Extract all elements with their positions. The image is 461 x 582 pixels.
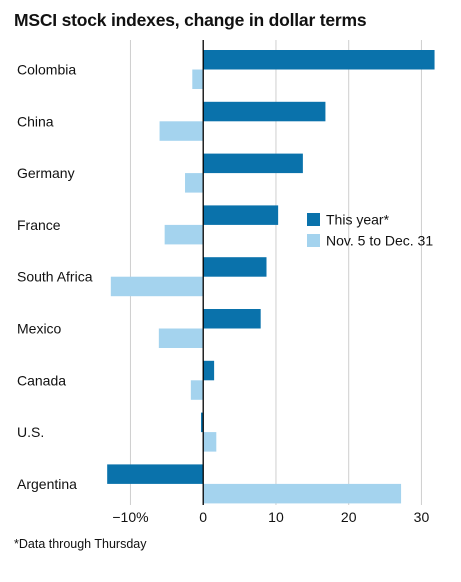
bar-south-africa-this-year [203,257,267,277]
bar-china-this-year [203,101,326,122]
x-tick-label-0: 0 [199,509,207,525]
chart-title: MSCI stock indexes, change in dollar ter… [14,10,367,30]
grid-lines [129,40,422,505]
bar-colombia-nov5-dec31 [192,69,204,89]
x-tick-label-30: 30 [414,509,430,525]
bar-canada-nov5-dec31 [190,380,204,400]
bar-south-africa-nov5-dec31 [110,276,204,297]
bar-germany-this-year [203,153,303,174]
category-label-u-s: U.S. [17,424,44,440]
legend: This year* Nov. 5 to Dec. 31 [307,212,433,249]
category-label-germany: Germany [17,165,75,181]
x-tick-label-10: 10 [268,509,284,525]
category-label-argentina: Argentina [17,476,77,492]
legend-label-this-year: This year* [326,212,390,228]
category-labels: Colombia China Germany France South Africa Me… [17,62,93,492]
bar-germany-nov5-dec31 [185,173,204,193]
bar-argentina-this-year [107,464,204,484]
bar-mexico-nov5-dec31 [158,328,204,348]
bar-u-s-nov5-dec31 [203,432,217,452]
x-tick-label-20: 20 [341,509,357,525]
bar-canada-this-year [203,360,215,381]
footnote: *Data through Thursday [14,537,147,551]
bar-mexico-this-year [203,309,261,329]
bars [107,50,435,504]
category-label-canada: Canada [17,372,66,388]
category-label-france: France [17,217,61,233]
category-label-china: China [17,113,54,129]
bar-france-nov5-dec31 [164,224,204,245]
legend-label-nov5-dec31: Nov. 5 to Dec. 31 [326,233,433,249]
bar-u-s-this-year [201,412,204,433]
x-tick-labels: −10% 0 10 20 30 [112,509,429,525]
category-label-colombia: Colombia [17,62,76,78]
bar-france-this-year [203,205,279,225]
category-label-south-africa: South Africa [17,269,93,285]
legend-swatch-this-year [307,213,320,226]
bar-china-nov5-dec31 [159,121,204,141]
x-tick-label-10: −10% [112,509,148,525]
bar-argentina-nov5-dec31 [203,483,402,504]
bar-colombia-this-year [203,50,435,70]
category-label-mexico: Mexico [17,321,62,337]
legend-swatch-nov5-dec31 [307,234,320,247]
